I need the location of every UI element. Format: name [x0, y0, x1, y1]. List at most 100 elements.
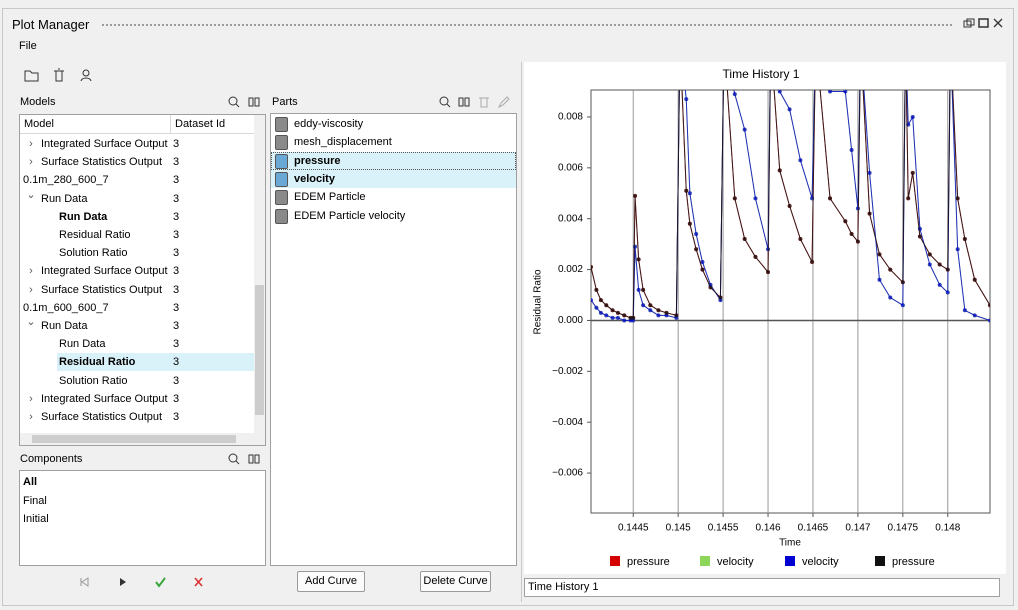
tree-item[interactable]: 0.1m_600_600_7 — [23, 301, 109, 314]
play-button[interactable] — [120, 578, 126, 586]
tree-expander[interactable]: › — [29, 392, 33, 405]
tree-item[interactable]: Run Data — [59, 338, 106, 351]
menu-file[interactable]: File — [19, 40, 37, 52]
data-point — [700, 267, 705, 272]
dataset-id: 3 — [173, 301, 180, 314]
tree-item[interactable]: Solution Ratio — [59, 374, 128, 387]
delete-curve-button[interactable]: Delete Curve — [420, 571, 491, 592]
delete-icon[interactable] — [54, 68, 64, 82]
tree-item[interactable]: Surface Statistics Output — [41, 283, 163, 296]
v-scroll-thumb[interactable] — [255, 285, 264, 415]
dataset-id: 3 — [173, 392, 180, 405]
part-icon — [275, 171, 288, 187]
filter-icon[interactable] — [458, 97, 464, 107]
data-point — [855, 239, 860, 244]
tree-item[interactable]: Residual Ratio — [59, 356, 136, 369]
column-header[interactable]: Model — [24, 118, 54, 130]
tree-item[interactable]: Integrated Surface Output — [41, 265, 168, 278]
plot-name-input[interactable]: Time History 1 — [524, 578, 1000, 597]
part-item[interactable]: mesh_displacement — [294, 136, 392, 149]
data-point — [610, 315, 615, 320]
window-controls[interactable] — [960, 16, 1006, 32]
data-point — [615, 310, 620, 315]
data-point — [900, 303, 905, 308]
data-point — [687, 191, 692, 196]
components-list: All Final Initial — [19, 470, 266, 566]
restore[interactable] — [966, 18, 975, 26]
filter-icon[interactable] — [248, 454, 254, 464]
splitter — [521, 62, 522, 602]
maximize[interactable] — [978, 18, 989, 28]
part-item[interactable]: EDEM Particle — [294, 191, 366, 204]
data-point — [674, 313, 679, 318]
tree-item[interactable]: Integrated Surface Output — [41, 392, 168, 405]
tree-expander[interactable]: › — [29, 283, 33, 296]
first-button[interactable] — [80, 577, 89, 587]
data-point — [972, 277, 977, 282]
y-tick-label: 0.002 — [558, 264, 583, 275]
data-point — [962, 237, 967, 242]
user-icon[interactable] — [82, 69, 90, 77]
h-scroll-thumb[interactable] — [32, 435, 236, 443]
title-grip — [102, 24, 952, 26]
add-curve-button[interactable]: Add Curve — [297, 571, 365, 592]
window-title: Plot Manager — [12, 17, 90, 32]
open-icon[interactable] — [24, 70, 39, 82]
data-point — [610, 308, 615, 313]
data-point — [927, 252, 932, 257]
component-item[interactable]: Final — [23, 494, 47, 507]
data-point — [636, 287, 641, 292]
tree-expander[interactable]: › — [29, 265, 33, 278]
data-point — [849, 231, 854, 236]
data-point — [927, 262, 932, 267]
data-point — [917, 234, 922, 239]
legend-label: velocity — [717, 556, 754, 568]
tree-item[interactable]: Run Data — [41, 192, 88, 205]
data-point — [955, 247, 960, 252]
search-icon[interactable] — [228, 453, 238, 463]
component-item[interactable]: All — [23, 476, 38, 488]
part-item[interactable]: EDEM Particle velocity — [294, 209, 406, 222]
cancel-button[interactable] — [194, 577, 203, 587]
data-point — [687, 221, 692, 226]
part-item[interactable]: eddy-viscosity — [294, 118, 364, 130]
dataset-id: 3 — [173, 338, 180, 351]
tree-expander[interactable]: › — [29, 156, 33, 169]
delete-icon[interactable] — [479, 97, 489, 108]
component-item[interactable]: Initial — [23, 513, 49, 525]
tree-expander[interactable]: › — [29, 411, 33, 423]
data-point — [641, 287, 646, 292]
window-frame — [2, 8, 1014, 606]
part-item[interactable]: velocity — [294, 172, 335, 185]
tree-expander[interactable]: ⌄ — [26, 188, 36, 201]
data-point — [604, 303, 609, 308]
data-point — [955, 196, 960, 201]
tree-expander[interactable]: ⌄ — [26, 316, 36, 328]
tree-item[interactable]: Solution Ratio — [59, 247, 128, 260]
search-icon[interactable] — [228, 96, 238, 106]
dataset-id: 3 — [173, 320, 180, 332]
tree-item[interactable]: Integrated Surface Output — [41, 138, 168, 150]
data-point — [636, 257, 641, 262]
v-scrollbar[interactable] — [254, 115, 265, 433]
close[interactable] — [993, 18, 1003, 28]
part-item[interactable]: pressure — [294, 154, 341, 167]
data-point — [910, 114, 915, 119]
column-header[interactable]: Dataset Id — [175, 118, 226, 130]
data-point — [622, 318, 627, 323]
tree-item[interactable]: Residual Ratio — [59, 229, 131, 241]
apply-button[interactable] — [155, 577, 166, 588]
tree-expander[interactable]: › — [29, 138, 33, 150]
tree-item[interactable]: Run Data — [59, 210, 108, 223]
tree-item[interactable]: 0.1m_280_600_7 — [23, 174, 109, 187]
tree-item[interactable]: Run Data — [41, 320, 88, 332]
tree-item[interactable]: Surface Statistics Output — [41, 411, 163, 423]
data-point — [962, 308, 967, 313]
edit-icon[interactable] — [497, 96, 510, 109]
search-icon[interactable] — [439, 96, 449, 106]
data-point — [988, 318, 990, 323]
legend-label: velocity — [802, 556, 839, 568]
data-point — [843, 90, 848, 94]
tree-item[interactable]: Surface Statistics Output — [41, 156, 163, 169]
filter-icon[interactable] — [248, 97, 254, 107]
